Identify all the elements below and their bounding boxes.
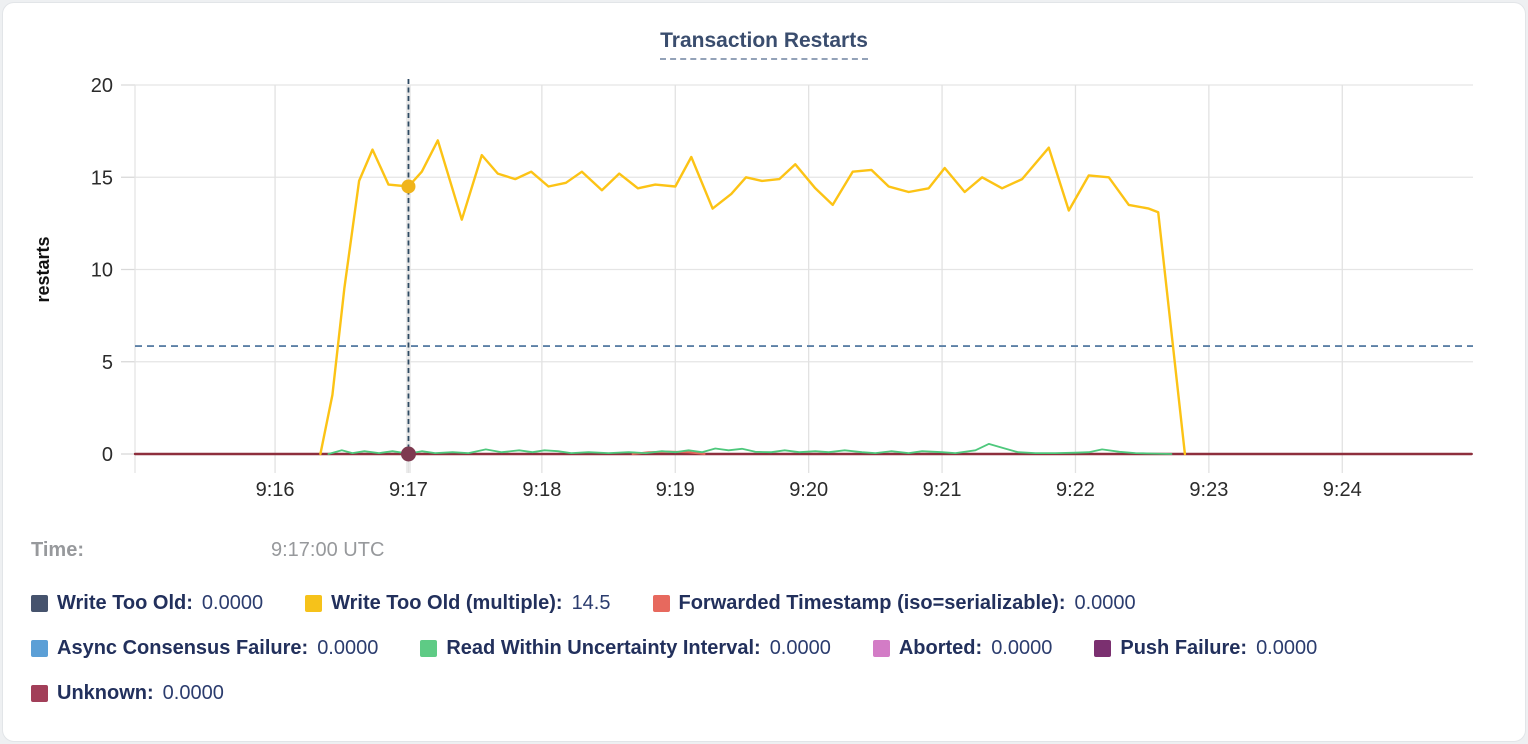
y-tick-label-15: 15: [91, 167, 113, 189]
y-tick-label-10: 10: [91, 260, 113, 282]
legend-row-2: Async Consensus Failure: 0.0000 Read Withi…: [31, 637, 1317, 660]
legend-label-write-too-old: Write Too Old:: [57, 592, 193, 614]
series-line-read-within-uncertainty-interval: [327, 442, 1173, 455]
legend-swatch-forwarded-timestamp: [652, 595, 670, 612]
legend-value-read-within-uncertainty-interval: 0.0000: [769, 637, 831, 659]
legend-value-write-too-old-multiple: 14.5: [571, 592, 611, 614]
legend-swatch-unknown: [31, 685, 48, 702]
legend-swatch-write-too-old-multiple: [305, 595, 323, 612]
hover-dot-unknown: [400, 446, 416, 462]
legend-item-forwarded-timestamp: Forwarded Timestamp (iso=serializable): 0…: [652, 592, 1136, 615]
chart-title[interactable]: Transaction Restarts: [660, 29, 868, 60]
legend-swatch-push-failure: [1094, 640, 1112, 657]
legend-label-async-consensus-failure: Async Consensus Failure:: [57, 637, 309, 659]
x-tick-label-9:21: 9:21: [923, 479, 962, 501]
legend-label-push-failure: Push Failure:: [1120, 637, 1248, 659]
x-tick-label-9:18: 9:18: [522, 479, 561, 501]
y-tick-label-5: 5: [102, 352, 113, 374]
legend-label-read-within-uncertainty-interval: Read Within Uncertainty Interval:: [446, 637, 761, 659]
x-tick-label-9:19: 9:19: [656, 479, 695, 501]
y-tick-label-20: 20: [91, 75, 113, 97]
hover-time-row: Time: 9:17:00 UTC: [31, 539, 384, 562]
legend-label-forwarded-timestamp: Forwarded Timestamp (iso=serializable):: [678, 592, 1066, 614]
legend-row-1: Write Too Old: 0.0000 Write Too Old (multi…: [31, 592, 1136, 615]
legend-swatch-read-within-uncertainty-interval: [420, 640, 438, 657]
x-tick-label-9:24: 9:24: [1323, 479, 1362, 501]
legend-item-write-too-old-multiple: Write Too Old (multiple): 14.5: [305, 592, 611, 615]
legend-item-aborted: Aborted: 0.0000: [872, 637, 1053, 660]
legend-item-write-too-old: Write Too Old: 0.0000: [31, 592, 263, 615]
series-line-write-too-old-multiple-: [319, 139, 1187, 456]
legend-label-aborted: Aborted:: [898, 637, 983, 659]
legend-item-push-failure: Push Failure: 0.0000: [1094, 637, 1317, 660]
legend-value-push-failure: 0.0000: [1256, 637, 1318, 659]
legend-swatch-async-consensus-failure: [31, 640, 48, 657]
legend-swatch-aborted: [872, 640, 890, 657]
hover-dot-write-too-old-multiple-: [401, 179, 416, 194]
legend-label-write-too-old-multiple: Write Too Old (multiple):: [331, 592, 563, 614]
legend-swatch-write-too-old: [31, 595, 48, 612]
legend-item-read-within-uncertainty-interval: Read Within Uncertainty Interval: 0.0000: [420, 637, 831, 660]
x-tick-label-9:22: 9:22: [1056, 479, 1095, 501]
y-tick-label-0: 0: [102, 444, 113, 466]
legend-value-write-too-old: 0.0000: [201, 592, 264, 614]
x-tick-label-9:16: 9:16: [256, 479, 295, 501]
x-tick-label-9:17: 9:17: [389, 479, 428, 501]
hover-time-value: 9:17:00 UTC: [271, 539, 385, 561]
legend-value-forwarded-timestamp: 0.0000: [1074, 592, 1136, 614]
legend-value-aborted: 0.0000: [991, 637, 1053, 659]
legend-label-unknown: Unknown:: [57, 682, 154, 704]
legend-row-3: Unknown: 0.0000: [31, 682, 224, 705]
x-tick-label-9:20: 9:20: [789, 479, 828, 501]
y-axis-title: restarts: [33, 236, 53, 302]
transaction-restarts-chart[interactable]: 0 5 10 15 20 9:16 9:17 9:18 9:19 9:20 9:21 9:22 9:23…: [3, 3, 1526, 515]
legend-item-async-consensus-failure: Async Consensus Failure: 0.0000: [31, 637, 378, 660]
hover-time-label: Time:: [31, 539, 84, 561]
x-tick-label-9:23: 9:23: [1189, 479, 1228, 501]
chart-title-wrap: Transaction Restarts: [3, 29, 1525, 60]
legend-value-async-consensus-failure: 0.0000: [317, 637, 379, 659]
legend-item-unknown: Unknown: 0.0000: [31, 682, 224, 705]
legend-value-unknown: 0.0000: [162, 682, 224, 704]
